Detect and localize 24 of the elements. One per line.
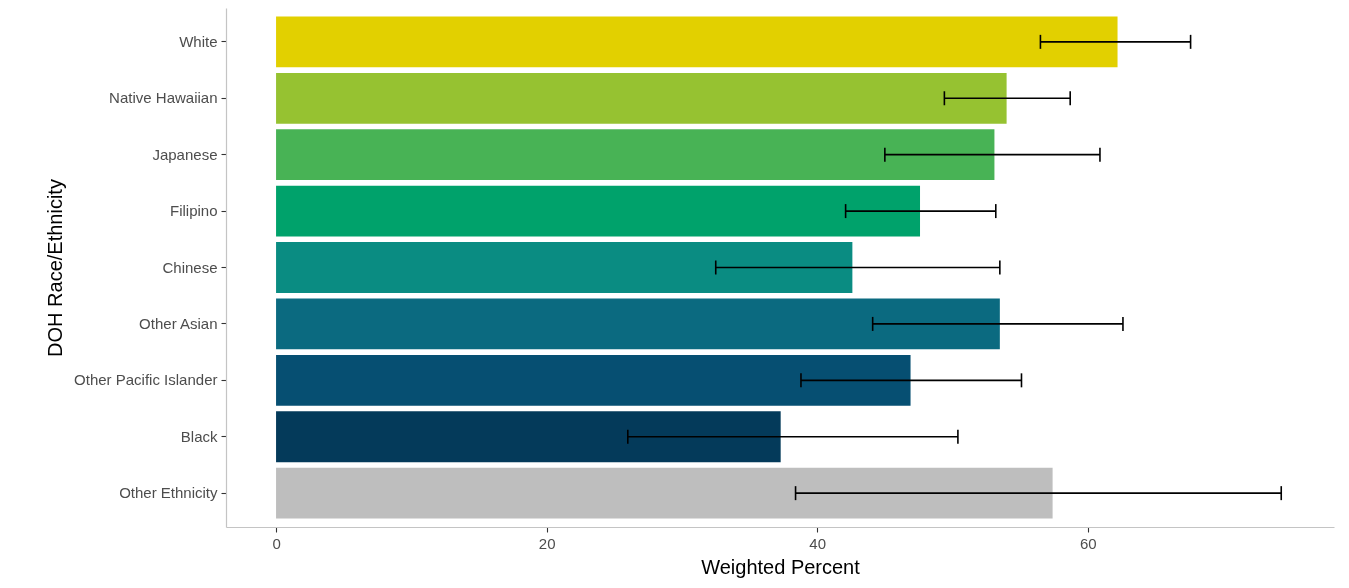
bar bbox=[276, 411, 781, 463]
y-tick-label: White bbox=[179, 32, 218, 50]
y-tick-label: Chinese bbox=[162, 258, 218, 276]
x-tick-label: 0 bbox=[272, 534, 281, 552]
y-tick-label: Japanese bbox=[152, 145, 218, 163]
x-tick-label: 60 bbox=[1079, 534, 1097, 552]
x-axis-title: Weighted Percent bbox=[701, 555, 861, 578]
y-axis-title: DOH Race/Ethnicity bbox=[44, 179, 67, 357]
bar bbox=[276, 185, 921, 237]
y-tick-label: Other Asian bbox=[139, 314, 218, 332]
bar bbox=[276, 298, 1000, 350]
bar bbox=[276, 129, 995, 181]
bar bbox=[276, 242, 853, 293]
y-tick-label: Other Pacific Islander bbox=[74, 371, 218, 389]
bar bbox=[276, 354, 911, 406]
y-tick-label: Native Hawaiian bbox=[109, 89, 218, 107]
bar bbox=[276, 72, 1007, 124]
y-tick-label: Filipino bbox=[169, 202, 218, 220]
bar bbox=[276, 16, 1118, 68]
bar bbox=[276, 467, 1053, 519]
x-tick-label: 20 bbox=[538, 534, 556, 552]
y-tick-label: Other Ethnicity bbox=[119, 484, 218, 502]
y-tick-label: Black bbox=[180, 427, 218, 445]
x-tick-label: 40 bbox=[809, 534, 827, 552]
